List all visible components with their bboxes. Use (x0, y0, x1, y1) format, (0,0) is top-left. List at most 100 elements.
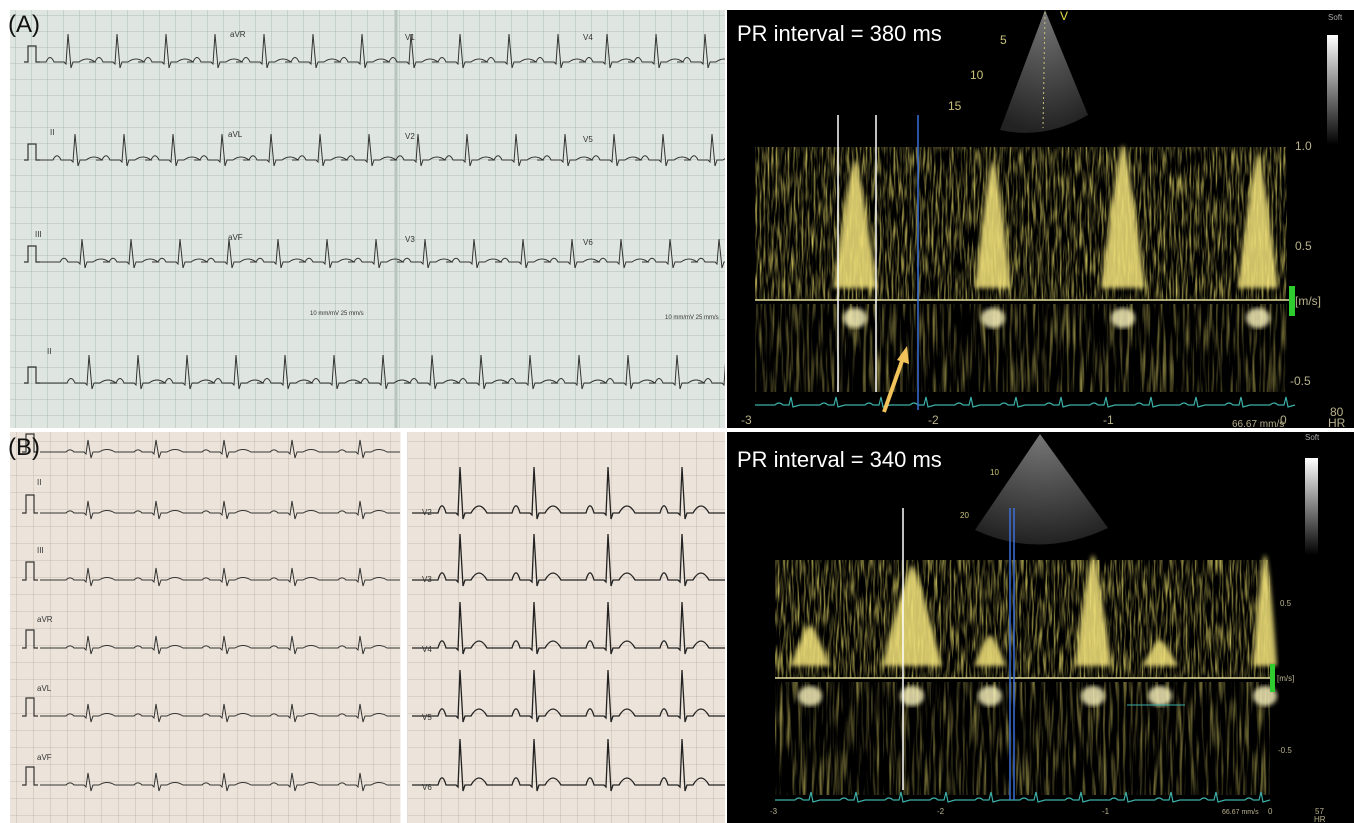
lead-label: II (37, 478, 41, 487)
lead-label: V4 (422, 645, 432, 654)
heart-rate-label: HR (1328, 416, 1346, 430)
arrow-head (897, 346, 909, 364)
flow-artifact (900, 686, 924, 706)
lead-label: aVF (228, 233, 243, 242)
ecg-trace (40, 772, 400, 792)
calibration: 10 mm/mV 25 mm/s (665, 315, 719, 321)
unit-label: [m/s] (1295, 294, 1321, 308)
lead-label: V5 (422, 713, 432, 722)
cursor-line (1042, 11, 1046, 129)
flow-artifact (1148, 686, 1172, 706)
calibration-pulse (22, 494, 38, 514)
spectrum (775, 555, 1277, 803)
lead-label: aVR (230, 30, 246, 39)
flow-peak (1238, 155, 1278, 288)
flow-artifact (978, 686, 1002, 706)
lead-label: V6 (422, 783, 432, 792)
spectral-noise (775, 560, 1270, 678)
time-tick: -3 (770, 807, 778, 816)
ecg-trace (412, 533, 725, 587)
ecg-paper (10, 10, 725, 428)
lead-label: III (35, 230, 42, 239)
panel-title: PR interval = 340 ms (737, 447, 942, 472)
ecg-paper (10, 432, 725, 823)
ecg-trace (412, 466, 725, 520)
heart-rate: 80 (1330, 405, 1344, 419)
ecg-trace (40, 635, 400, 655)
calibration-pulse (24, 45, 40, 63)
flow-artifact (798, 686, 822, 706)
lead-label: III (37, 546, 44, 555)
calibration-pulse (22, 766, 38, 786)
velocity-tick: 1.0 (1295, 139, 1312, 153)
flow-artifact (1081, 686, 1105, 706)
lead-label: V3 (405, 235, 415, 244)
flow-artifact (981, 308, 1005, 328)
ecg-trace (40, 567, 400, 587)
ecg-trace (412, 669, 725, 723)
time-tick: -1 (1102, 807, 1110, 816)
heart-rate: 57 (1315, 807, 1324, 816)
calibration: 10 mm/mV 25 mm/s (310, 311, 364, 317)
flow-peak (1101, 145, 1145, 288)
lead-label: aVL (37, 684, 52, 693)
calibration-pulse (22, 629, 38, 649)
velocity-tick: 0.5 (1280, 599, 1292, 608)
flow-peak (1075, 555, 1111, 666)
ecg-traces (22, 433, 725, 792)
flow-peak (1253, 555, 1277, 666)
monitor-ecg (775, 791, 1271, 803)
depth-mark: 20 (960, 511, 969, 520)
ecg-trace (40, 354, 725, 390)
calibration-pulse (24, 245, 40, 263)
spectral-noise (755, 304, 1287, 392)
lead-label: V2 (422, 508, 432, 517)
ecg-trace (40, 238, 725, 269)
flow-peak (882, 565, 942, 666)
filter-label: Soft (1305, 433, 1320, 442)
lead-label: V2 (405, 132, 415, 141)
flow-peak (974, 635, 1006, 666)
panel-label: (A) (8, 11, 40, 38)
flow-peak (790, 625, 830, 666)
panel-title: PR interval = 380 ms (737, 21, 942, 46)
flow-peak (833, 160, 877, 288)
ecg-trace (40, 439, 400, 459)
flow-artifact (1246, 308, 1270, 328)
calibration-pulse (22, 697, 38, 717)
sweep-speed: 66.67 mm/s (1222, 809, 1259, 816)
depth-mark: 10 (970, 68, 984, 82)
calibration-pulse (22, 433, 38, 453)
arrow (882, 357, 905, 413)
lead-label: V4 (583, 33, 593, 42)
lead-label: V1 (405, 33, 415, 42)
velocity-tick: 0.5 (1295, 239, 1312, 253)
lead-label: V3 (422, 575, 432, 584)
ecg-trace (40, 33, 725, 69)
ecg-trace (40, 133, 725, 167)
spectrum (755, 145, 1296, 408)
monitor-ecg (755, 396, 1296, 408)
time-tick: -2 (928, 413, 939, 427)
flow-artifact (1111, 308, 1135, 328)
panel-label: (B) (8, 434, 40, 461)
heart-rate-label: HR (1314, 815, 1326, 823)
lead-label: II (47, 347, 51, 356)
filter-label: Soft (1328, 13, 1343, 22)
gray-scale-bar (1305, 458, 1318, 555)
calibration-pulse (24, 143, 40, 161)
unit-label: [m/s] (1277, 674, 1294, 683)
ecg-traces (24, 33, 725, 390)
lead-label: aVR (37, 615, 53, 624)
time-tick: -3 (741, 413, 752, 427)
ecg-trace (412, 738, 725, 792)
echo-sector (1000, 10, 1088, 133)
baseline-marker (1270, 664, 1275, 692)
gray-scale-bar (1327, 35, 1338, 145)
time-tick: -1 (1103, 413, 1114, 427)
flow-peak (1142, 640, 1178, 666)
time-tick: -2 (937, 807, 945, 816)
ecg-trace (412, 601, 725, 655)
lead-label: II (50, 128, 54, 137)
